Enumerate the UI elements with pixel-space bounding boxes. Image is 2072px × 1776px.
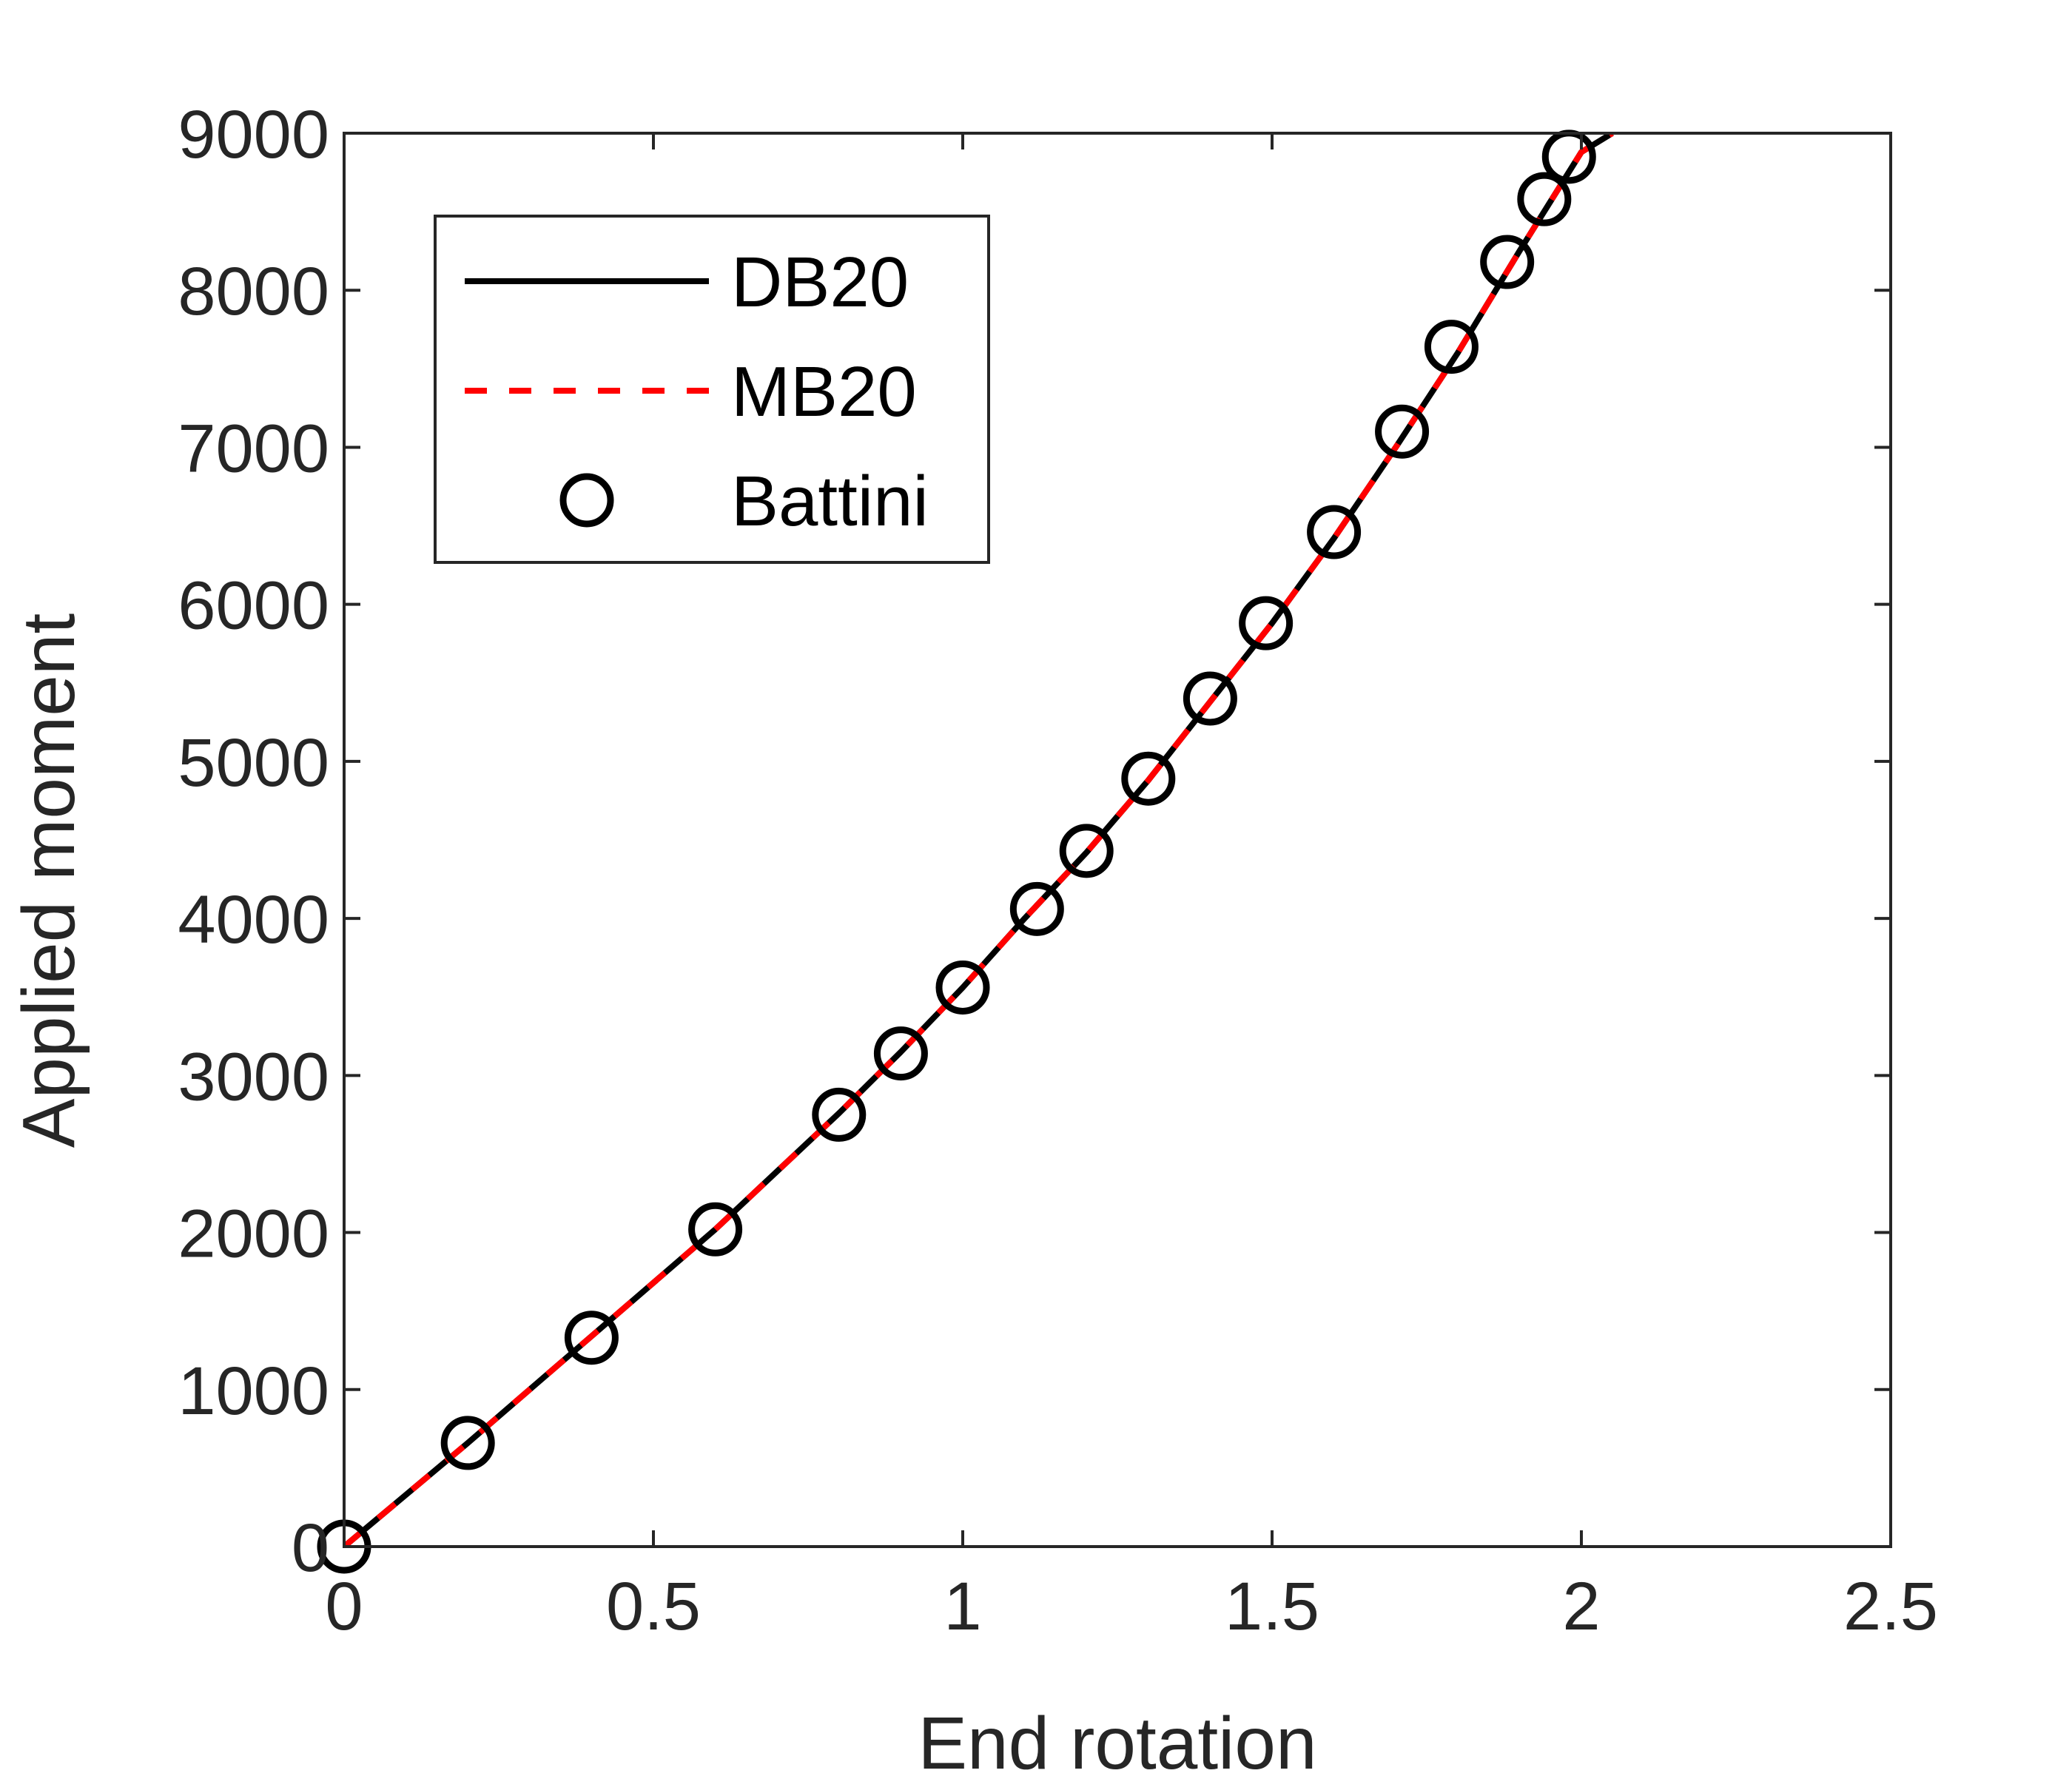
data-point-battini: [1517, 172, 1572, 226]
series-line-mb20: [344, 133, 1614, 1547]
data-point-battini: [935, 960, 990, 1015]
data-point-battini: [1009, 881, 1064, 936]
x-axis-label: End rotation: [918, 1702, 1316, 1776]
series-group: [344, 133, 1614, 1547]
axes-ticks: 0 0.5 1 1.5 2 2.5 0 1000 2000 3000 4000 5000 6000 700…: [178, 97, 1938, 1644]
y-tick-label: 1000: [178, 1353, 329, 1429]
data-point-battini: [1239, 596, 1294, 650]
data-point-battini: [873, 1026, 928, 1081]
data-point-battini: [1307, 505, 1362, 559]
data-point-battini: [1121, 751, 1176, 806]
x-tick-label: 1.5: [1225, 1569, 1319, 1644]
y-axis-label: Applied moment: [7, 613, 90, 1148]
x-tick-label: 1: [944, 1569, 981, 1644]
data-point-battini: [688, 1202, 743, 1257]
x-tick-label: 0.5: [606, 1569, 701, 1644]
data-point-battini: [1480, 235, 1535, 289]
y-tick-label: 0: [292, 1510, 329, 1586]
y-tick-label: 4000: [178, 882, 329, 958]
data-point-battini: [812, 1087, 867, 1142]
x-tick-label: 2.5: [1843, 1569, 1938, 1644]
data-point-battini: [1375, 404, 1430, 459]
y-tick-label: 8000: [178, 254, 329, 329]
legend-marker-battini: [559, 473, 614, 528]
legend-label-mb20: MB20: [731, 352, 917, 431]
y-tick-label: 7000: [178, 411, 329, 486]
axes-box: [343, 132, 1892, 1548]
x-tick-label: 2: [1562, 1569, 1600, 1644]
data-point-battini: [564, 1311, 619, 1365]
legend: DB20 MB20 Battini: [434, 215, 990, 564]
data-point-battini: [1424, 320, 1479, 374]
y-tick-label: 3000: [178, 1039, 329, 1114]
y-tick-label: 5000: [178, 725, 329, 801]
legend-label-battini: Battini: [731, 462, 929, 541]
data-point-battini: [440, 1416, 495, 1470]
legend-label-db20: DB20: [731, 243, 909, 322]
data-point-battini: [1059, 824, 1114, 878]
y-tick-label: 2000: [178, 1197, 329, 1272]
x-tick-label: 0: [325, 1569, 363, 1644]
data-point-battini: [1183, 671, 1237, 726]
y-tick-label: 9000: [178, 97, 329, 172]
y-tick-label: 6000: [178, 568, 329, 644]
